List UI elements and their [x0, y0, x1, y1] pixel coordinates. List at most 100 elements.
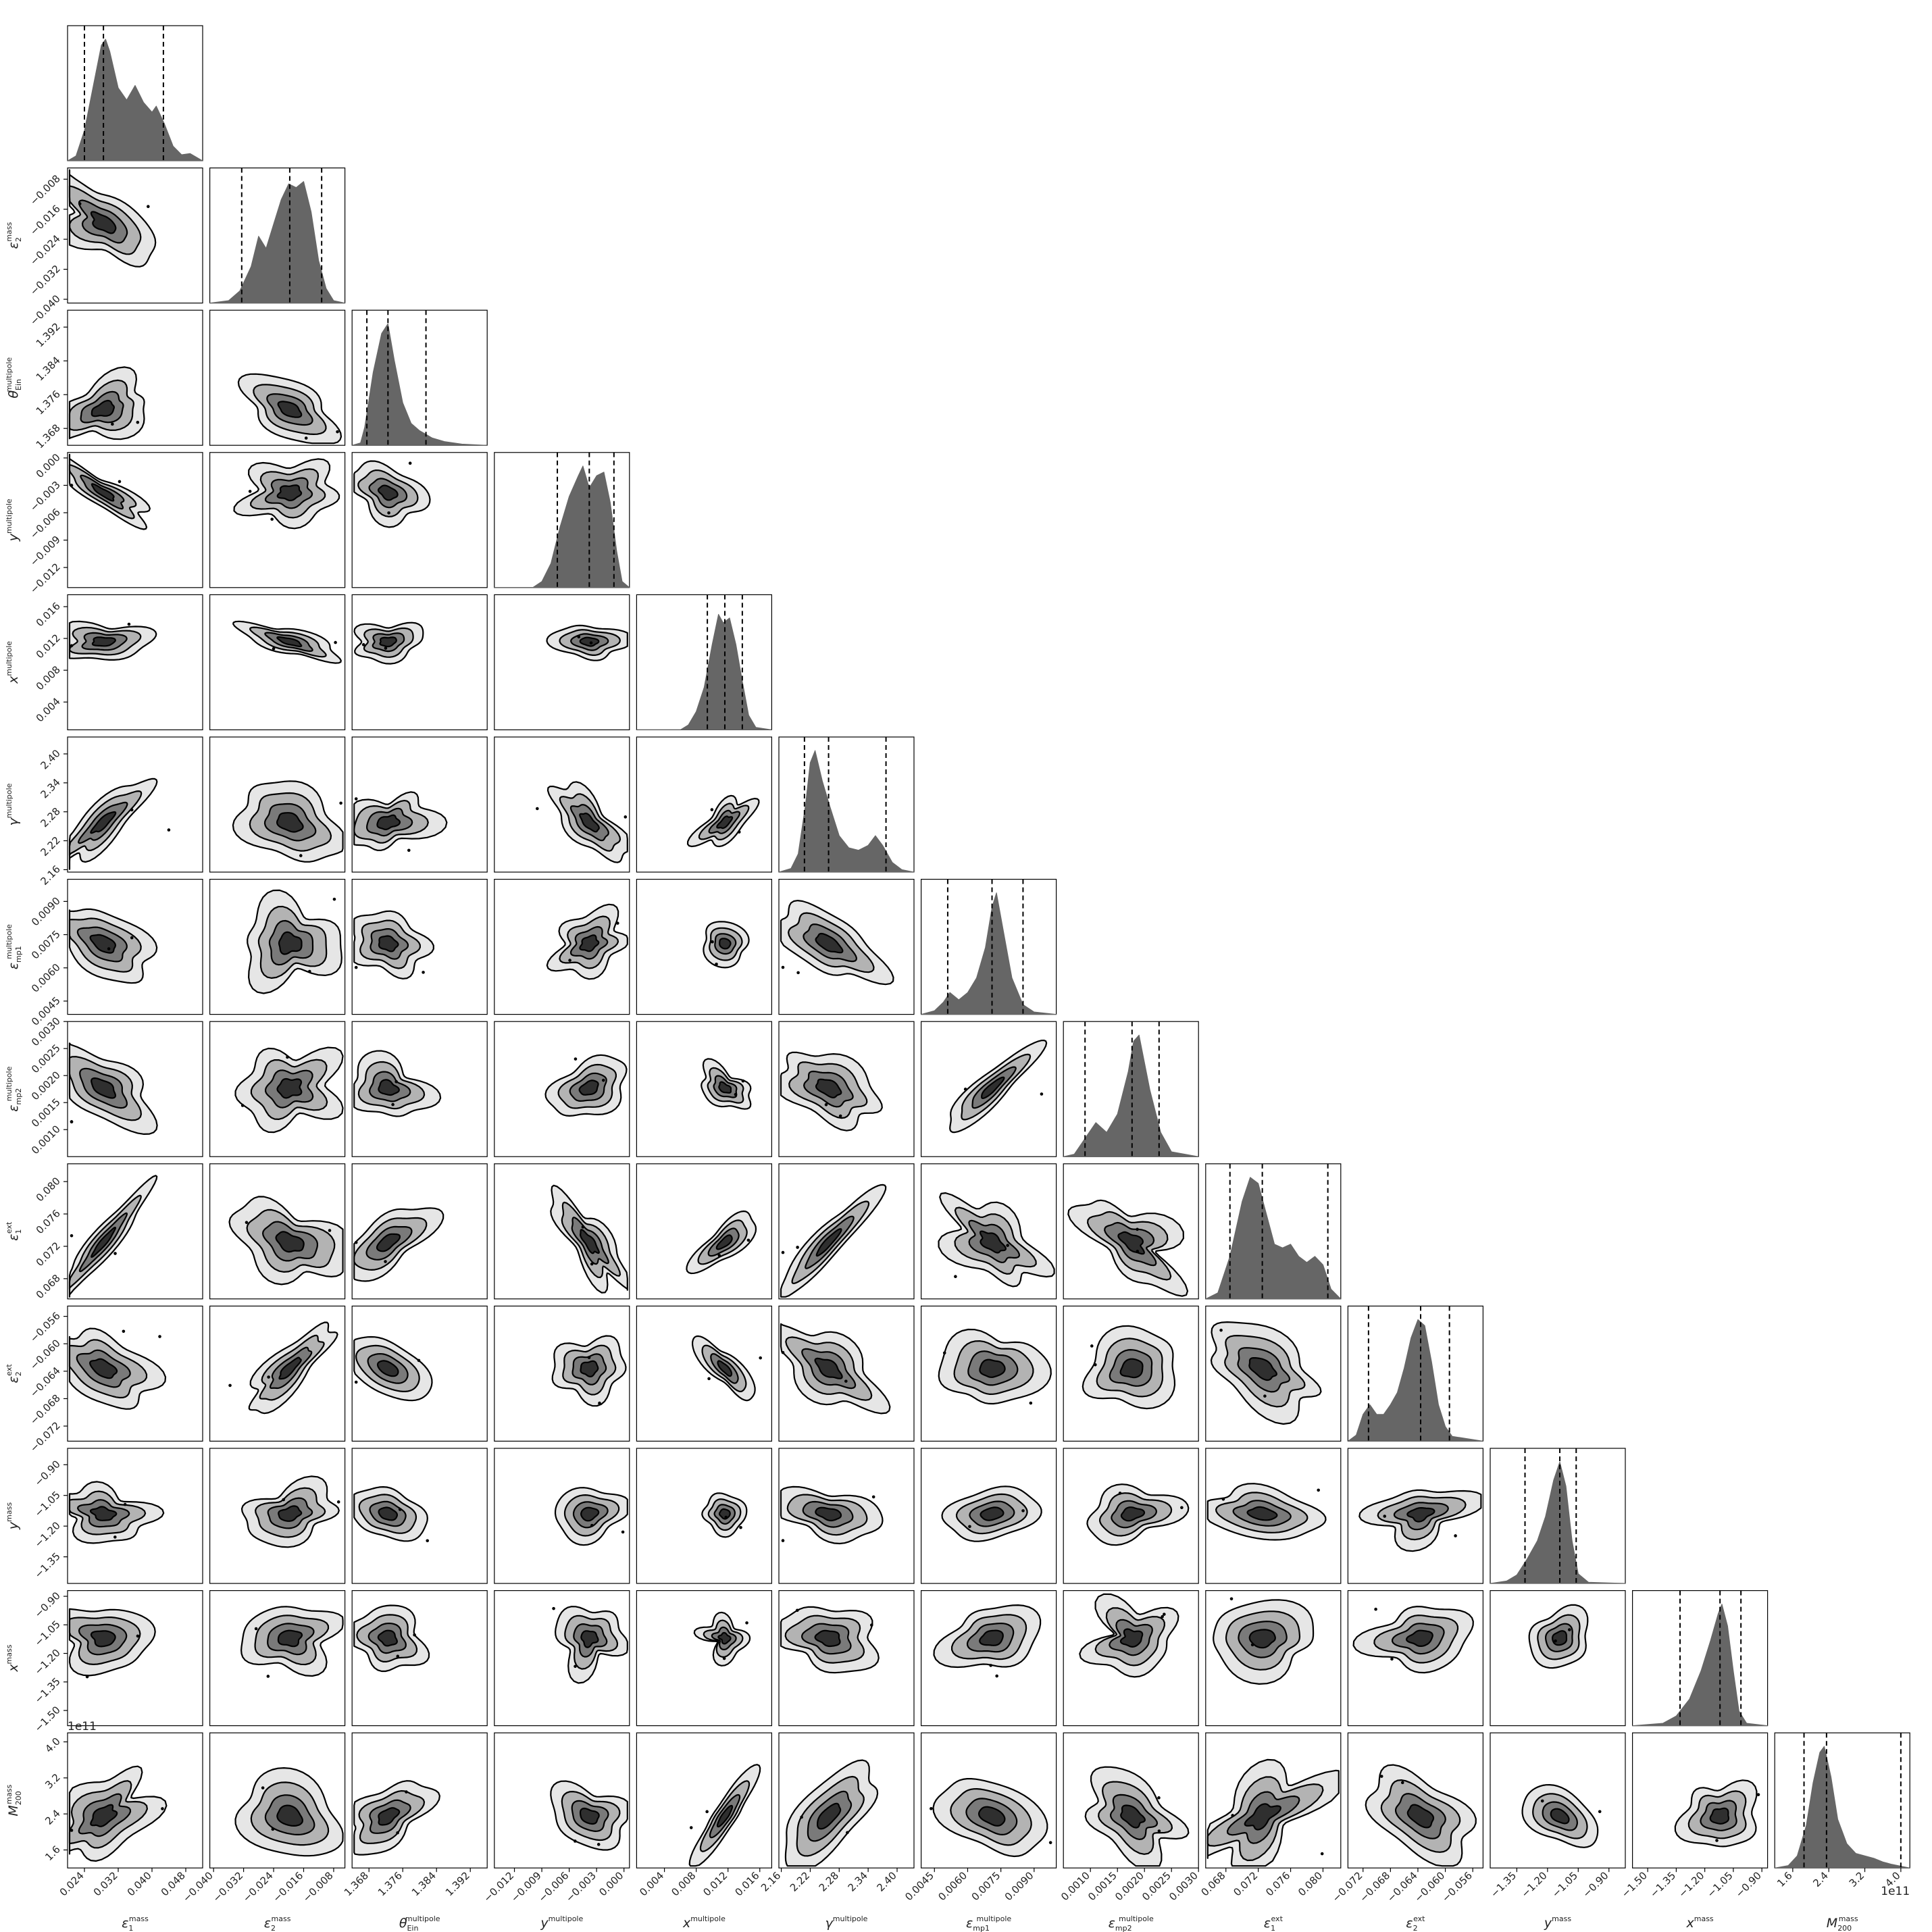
contour-level-3 [1119, 1628, 1144, 1648]
outlier-point [781, 1250, 785, 1254]
axis-label-y_mp: ymultipole [540, 1914, 583, 1931]
axis-label-sup: multipole [549, 1914, 584, 1923]
outlier-point [705, 1810, 709, 1814]
x-tick-label: 0.008 [669, 1869, 698, 1898]
outlier-point [307, 969, 311, 973]
contour-panel-e2_ext-vs-y_mp [494, 1305, 630, 1442]
outlier-point [1250, 1643, 1254, 1647]
contour-level-3 [378, 1079, 400, 1096]
outlier-point [715, 962, 718, 966]
outlier-point [1374, 1607, 1377, 1611]
x-axis-x_mass: −1.50−1.35−1.20−1.05−0.90 xmass [1619, 1868, 1764, 1931]
contour-level-3 [815, 932, 844, 954]
outlier-point [737, 830, 741, 834]
axis-label-base: ε [6, 1376, 21, 1383]
y-tick-label: 0.0010 [29, 1123, 63, 1156]
axis-label-base: ε [966, 1916, 973, 1931]
outlier-point [1400, 1781, 1404, 1785]
axis-label-base: ε [1406, 1916, 1413, 1931]
axis-label-sub: mp2 [14, 1088, 23, 1105]
axis-label-gamma_mp: γmultipole [825, 1914, 868, 1931]
contour-level-3 [278, 1505, 303, 1522]
axis-label-base: y [6, 1521, 21, 1530]
contour-panel-x_mass-vs-y_mass [1490, 1590, 1626, 1727]
contour-panel-y_mass-vs-e2_mass [209, 1448, 346, 1584]
outlier-point [536, 807, 539, 811]
x-tick-label: −0.024 [240, 1869, 276, 1904]
y-tick-label: −0.016 [28, 203, 63, 238]
outlier-point [245, 1221, 249, 1224]
x-tick-label: 1.6 [1775, 1869, 1795, 1889]
outlier-point [598, 1401, 601, 1405]
y-tick-label: 0.0090 [29, 894, 63, 928]
histogram-e1_mass [67, 39, 203, 161]
y-tick-label: 1.384 [34, 354, 63, 383]
outlier-point [781, 1350, 785, 1354]
contour-panel-x_mass-vs-e2_mass [209, 1590, 346, 1727]
axis-label-base: M [6, 1805, 21, 1816]
contour-panel-e2_ext-vs-e1_ext [1205, 1305, 1342, 1442]
axis-label-sup: ext [1413, 1914, 1425, 1923]
outlier-point [1229, 1597, 1234, 1601]
axis-label-sub: mp1 [973, 1924, 990, 1932]
x-tick-label: 0.016 [732, 1869, 761, 1898]
axis-label-e_mp1: εmp1multipole [966, 1914, 1011, 1932]
contour-level-3 [579, 812, 600, 833]
contour-panel-e_mp1-vs-e2_mass [209, 878, 346, 1015]
x-axis-e_mp1: 0.0045 0.0060 0.0075 0.0090 εmp1multipole [903, 1868, 1036, 1932]
x-axis-multiplier: 1e11 [1881, 1885, 1910, 1898]
x-axis-y_mass: −1.35 −1.20 −1.05 −0.90 ymass [1488, 1868, 1611, 1931]
contour-level-3 [815, 1228, 842, 1257]
contour-level-3 [90, 211, 117, 234]
y-tick-label: −0.032 [28, 263, 63, 298]
contour-panel-e_mp1-vs-x_mp [636, 878, 773, 1015]
y-tick-label: 0.0060 [29, 961, 63, 995]
axis-label-sup: mass [272, 1914, 291, 1923]
x-tick-label: −0.032 [210, 1869, 245, 1904]
x-tick-label: −0.040 [180, 1869, 215, 1904]
panel-frame [67, 594, 203, 731]
contour-panel-gamma_mp-vs-e2_mass [209, 736, 346, 873]
outlier-point [1029, 1401, 1033, 1405]
outlier-point [304, 436, 308, 440]
contour-level-3 [276, 1804, 303, 1827]
outlier-point [361, 643, 365, 646]
y-tick-label: −1.35 [32, 1675, 63, 1706]
contour-panel-y_mp-vs-theta_ein [351, 452, 488, 588]
y-tick-label: 1.6 [43, 1844, 63, 1864]
contour-panel-y_mp-vs-e1_mass [67, 452, 203, 588]
contour-panel-e2_ext-vs-e1_mass [67, 1305, 203, 1442]
outlier-point [734, 1092, 738, 1096]
axis-label-sup: mass [5, 1785, 14, 1804]
outlier-point [574, 1057, 578, 1061]
outlier-point [871, 1495, 875, 1499]
y-axis-e2_mass: −0.040−0.032−0.024−0.016−0.008 ε2mass [5, 172, 68, 328]
axis-label-sup: multipole [690, 1914, 726, 1923]
axis-label-base: ε [1109, 1916, 1115, 1931]
outlier-point [824, 1102, 828, 1107]
contour-level-3 [580, 1630, 599, 1648]
contour-panel-gamma_mp-vs-e1_mass [67, 736, 203, 873]
contour-level-3 [91, 636, 116, 647]
y-tick-label: 0.008 [34, 663, 63, 692]
contour-panel-x_mp-vs-e1_mass [67, 594, 203, 731]
outlier-point [228, 1383, 232, 1388]
outlier-point [968, 1525, 971, 1529]
outlier-point [759, 1356, 762, 1360]
axis-label-sup: mass [1694, 1914, 1714, 1923]
outlier-point [354, 1240, 358, 1244]
axis-label-sup: mass [1839, 1914, 1858, 1923]
contour-panel-gamma_mp-vs-y_mp [494, 736, 630, 873]
outlier-point [1048, 1841, 1052, 1844]
axis-label-sub: 200 [14, 1791, 23, 1805]
contour-panel-e2_ext-vs-gamma_mp [778, 1305, 915, 1442]
contour-panel-e2_mass-vs-e1_mass [67, 168, 203, 304]
y-axis-gamma_mp: 2.16 2.22 2.28 2.34 2.40 γmultipole [5, 747, 68, 888]
contour-panel-x_mass-vs-e_mp2 [1063, 1590, 1199, 1727]
x-tick-label: 0.032 [91, 1869, 120, 1898]
outlier-point [130, 808, 134, 812]
hist-panel-y_mp [494, 452, 630, 588]
axis-label-sup: multipole [5, 499, 14, 534]
